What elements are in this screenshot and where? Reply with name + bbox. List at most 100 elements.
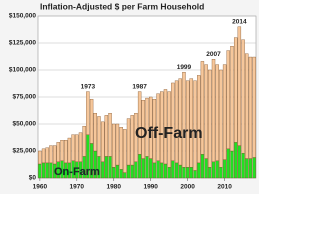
x-tick-label: 1980 xyxy=(107,184,122,191)
bar-segment xyxy=(67,137,72,164)
bar-segment xyxy=(97,116,101,157)
bar-segment xyxy=(45,162,49,179)
bar-segment xyxy=(237,145,242,179)
bar-segment xyxy=(112,167,116,179)
bar-segment xyxy=(219,167,223,179)
bar-segment xyxy=(45,147,49,164)
bar-segment xyxy=(89,98,94,144)
bar-segment xyxy=(108,156,112,179)
bar-segment xyxy=(160,91,164,164)
bar-segment xyxy=(78,132,83,162)
bar-segment xyxy=(137,154,142,179)
bar-segment xyxy=(241,152,245,179)
bar-segment xyxy=(252,157,256,179)
bar-segment xyxy=(237,26,242,146)
bar-segment xyxy=(93,113,97,152)
annotation: 1987 xyxy=(132,83,147,90)
bar-segment xyxy=(141,100,145,159)
bar-segment xyxy=(230,150,234,179)
bar-segment xyxy=(174,80,179,164)
bar-segment xyxy=(112,123,116,168)
bar-segment xyxy=(178,78,182,166)
annotation: 1999 xyxy=(177,64,192,71)
bar-segment xyxy=(252,56,256,158)
bar-segment xyxy=(41,162,46,179)
bar-segment xyxy=(156,93,160,161)
annotation: 1973 xyxy=(81,83,96,90)
bar-segment xyxy=(204,64,208,159)
bar-segment xyxy=(193,80,197,171)
bar-segment xyxy=(119,169,123,179)
bar-segment xyxy=(233,142,238,179)
bar-segment xyxy=(134,113,138,162)
series-label: On-Farm xyxy=(54,166,100,178)
y-tick-label: $25,000 xyxy=(13,148,37,155)
annotation: 2014 xyxy=(232,19,247,26)
bar-segment xyxy=(197,162,201,179)
bar-segment xyxy=(108,113,112,157)
x-tick-label: 2010 xyxy=(217,184,232,191)
bar-segment xyxy=(60,140,64,161)
bar-segment xyxy=(230,46,234,152)
y-tick-label: $75,000 xyxy=(13,94,37,101)
bar-segment xyxy=(141,158,145,179)
bar-segment xyxy=(152,162,157,179)
bar-segment xyxy=(163,89,168,165)
bar-segment xyxy=(126,118,131,166)
bar-segment xyxy=(215,64,219,161)
bar-segment xyxy=(156,160,160,179)
bar-segment xyxy=(100,161,105,179)
bar-segment xyxy=(134,161,138,179)
bar-segment xyxy=(219,69,223,168)
bar-segment xyxy=(104,156,109,179)
y-tick-label: $150,000 xyxy=(9,13,36,20)
bar-segment xyxy=(215,160,219,179)
bar-segment xyxy=(245,158,249,179)
bar-segment xyxy=(126,164,131,179)
bar-segment xyxy=(167,167,171,179)
chart: Inflation-Adjusted $ per Farm Household … xyxy=(0,0,259,194)
bar-segment xyxy=(145,156,149,179)
bar-segment xyxy=(200,154,205,179)
chart-title: Inflation-Adjusted $ per Farm Household xyxy=(40,1,204,11)
annotation: 2007 xyxy=(206,51,221,58)
bar-segment xyxy=(49,162,53,179)
bar-segment xyxy=(130,115,134,166)
y-tick-label: $100,000 xyxy=(9,67,36,74)
bar-segment xyxy=(171,160,175,179)
series-label: Off-Farm xyxy=(135,125,203,142)
bar-segment xyxy=(100,121,105,162)
bar-segment xyxy=(211,59,216,162)
bar-segment xyxy=(123,172,127,179)
bar-segment xyxy=(75,134,79,162)
x-tick-label: 2000 xyxy=(180,184,195,191)
y-tick-label: $0 xyxy=(29,175,37,182)
bar-segment xyxy=(200,61,205,155)
bar-segment xyxy=(152,98,157,164)
bar-segment xyxy=(130,164,134,179)
x-tick-label: 1970 xyxy=(70,184,85,191)
bar-segment xyxy=(64,140,68,164)
bar-segment xyxy=(222,159,227,179)
bar-segment xyxy=(174,162,179,179)
bar-segment xyxy=(182,167,186,179)
bar-segment xyxy=(49,145,53,164)
bar-segment xyxy=(56,142,61,162)
bar-segment xyxy=(38,163,42,179)
bar-segment xyxy=(104,115,109,157)
bar-segment xyxy=(208,167,212,179)
y-tick-label: $50,000 xyxy=(13,121,37,128)
bar-segment xyxy=(211,161,216,179)
bar-segment xyxy=(115,164,120,179)
bar-segment xyxy=(197,75,201,164)
bar-segment xyxy=(185,80,190,168)
bar-segment xyxy=(248,158,253,179)
bar-segment xyxy=(38,150,42,165)
bar-segment xyxy=(171,82,175,161)
bar-segment xyxy=(123,129,127,173)
bar-segment xyxy=(241,39,245,154)
bar-segment xyxy=(52,145,57,165)
bar-segment xyxy=(204,158,208,179)
bar-segment xyxy=(189,167,194,179)
bar-segment xyxy=(149,158,153,179)
